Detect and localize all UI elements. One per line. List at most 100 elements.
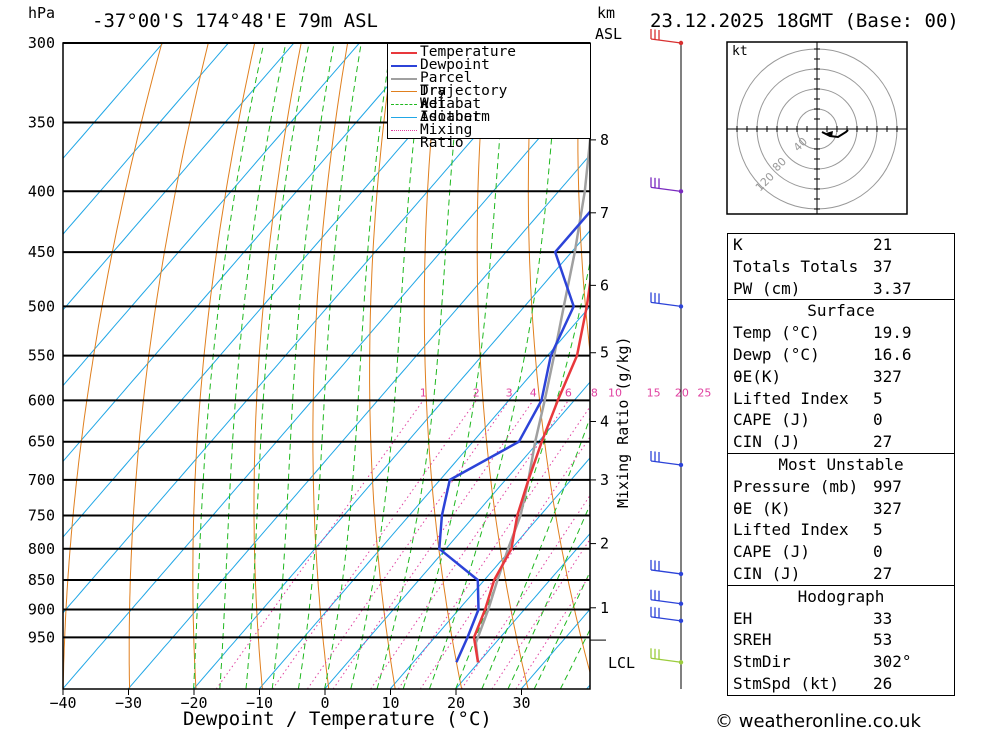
legend-swatch-isotherm	[391, 117, 417, 118]
isotherm-line	[389, 457, 590, 689]
x-tick-label: −10	[246, 694, 273, 712]
stat-value: 37	[873, 256, 893, 276]
km-unit-label: km	[597, 4, 616, 22]
km-tick-label: 5	[600, 344, 609, 362]
pressure-tick-label: 750	[28, 507, 55, 525]
km-tick-label: 1	[600, 599, 609, 617]
stat-row: StmSpd (kt) 26	[728, 673, 954, 695]
stat-value: 327	[873, 366, 902, 386]
x-tick-label: 30	[512, 694, 530, 712]
stat-value: 33	[873, 608, 893, 628]
dry-adiabat-line	[527, 43, 590, 675]
stat-value: 19.9	[873, 323, 912, 343]
stat-row: CAPE (J) 0	[728, 409, 954, 431]
pressure-tick-label: 300	[28, 34, 55, 52]
stat-row: K 21	[728, 234, 954, 256]
pressure-tick-label: 900	[28, 601, 55, 619]
km-tick-label: 3	[600, 471, 609, 489]
stat-key: StmSpd (kt)	[733, 673, 839, 693]
wet-adiabat-line	[507, 503, 590, 689]
stat-key: StmDir	[733, 652, 791, 672]
wet-adiabat-line	[193, 43, 265, 689]
stat-row: Lifted Index 5	[728, 519, 954, 541]
stat-key: K	[733, 235, 743, 254]
dewpoint-profile	[438, 209, 590, 663]
isotherm-line	[63, 43, 492, 538]
mixing-ratio-line	[515, 573, 590, 689]
mixing-ratio-label: 25	[697, 386, 711, 399]
wind-barb-staff	[650, 657, 682, 663]
stat-value: 327	[873, 498, 902, 518]
stat-row: PW (cm) 3.37	[728, 278, 954, 300]
stat-value: 26	[873, 673, 893, 693]
stat-key: CIN (J)	[733, 432, 801, 452]
dry-adiabat-line	[128, 43, 209, 689]
pressure-tick-label: 700	[28, 471, 55, 489]
stat-key: θE(K)	[733, 366, 782, 386]
stat-key: Temp (°C)	[733, 323, 820, 343]
legend-label-dewpoint: Dewpoint	[420, 57, 490, 73]
mixing-ratio-line	[491, 538, 590, 689]
isotherm-line	[520, 608, 590, 689]
km-tick-label: 7	[600, 204, 609, 222]
stat-row: SREH 53	[728, 629, 954, 651]
x-tick-label: −40	[49, 694, 76, 712]
stat-value: 27	[873, 432, 893, 452]
pressure-tick-label: 650	[28, 433, 55, 451]
km-tick-label: 8	[600, 131, 609, 149]
isotherm-line	[63, 43, 557, 614]
stat-value: 302°	[873, 652, 912, 672]
x-tick-label: 10	[381, 694, 399, 712]
pressure-tick-label: 500	[28, 297, 55, 315]
km-tick-label: 6	[600, 276, 609, 294]
legend-swatch-dewpoint	[391, 65, 417, 67]
storm-motion-marker	[826, 131, 833, 137]
asl-label: ASL	[595, 25, 623, 43]
stat-row: Pressure (mb) 997	[728, 476, 954, 498]
stat-row: CIN (J) 27	[728, 563, 954, 585]
dry-adiabat-line	[948, 26, 1000, 690]
legend-label-isotherm: Isotherm	[420, 109, 490, 125]
stat-value: 5	[873, 388, 883, 408]
wind-barb-staff	[650, 460, 682, 466]
isotherm-line	[258, 305, 590, 689]
dry-adiabat-line	[369, 43, 396, 689]
mixing-ratio-label: 2	[473, 386, 480, 399]
legend-label-wet-adiabat: Wet Adiabat	[420, 96, 482, 125]
wind-barb-staff	[650, 616, 682, 622]
legend-label-dry-adiabat: Dry Adiabat	[420, 83, 482, 112]
stat-value: 53	[873, 630, 893, 650]
section-title-hodograph: Hodograph	[728, 584, 954, 608]
mixing-ratio-line	[272, 400, 477, 689]
hodograph-trace	[821, 129, 849, 139]
copyright-link[interactable]: © weatheronline.co.uk	[715, 711, 921, 732]
x-tick-label: −20	[180, 694, 207, 712]
mixing-ratio-label: 20	[675, 386, 689, 399]
mixing-ratio-label: 10	[608, 386, 622, 399]
stat-row: θE(K) 327	[728, 366, 954, 388]
legend-swatch-temperature	[391, 52, 417, 54]
wet-adiabat-line	[533, 570, 590, 689]
stat-key: CIN (J)	[733, 563, 801, 583]
stat-row: CAPE (J) 0	[728, 541, 954, 563]
stat-value: 3.37	[873, 278, 912, 298]
wet-adiabat-line	[271, 43, 335, 689]
stat-key: SREH	[733, 630, 772, 650]
legend-label-temperature: Temperature	[420, 44, 517, 60]
pressure-tick-label: 800	[28, 540, 55, 558]
dry-adiabat-line	[312, 43, 349, 689]
isotherm-line	[63, 43, 295, 311]
wet-adiabat-line	[376, 43, 465, 689]
dry-adiabat-line	[63, 43, 163, 689]
km-tick-label: 4	[600, 412, 609, 430]
mixing-ratio-label: 15	[647, 386, 661, 399]
stat-key: Lifted Index	[733, 388, 849, 408]
wet-adiabat-line	[219, 43, 287, 689]
isotherm-line	[324, 381, 590, 689]
wind-barb-staff	[650, 301, 682, 308]
dry-adiabat-line	[577, 43, 590, 356]
wet-adiabat-line	[350, 43, 426, 689]
stat-key: Pressure (mb)	[733, 476, 859, 496]
isotherm-line	[63, 43, 164, 160]
